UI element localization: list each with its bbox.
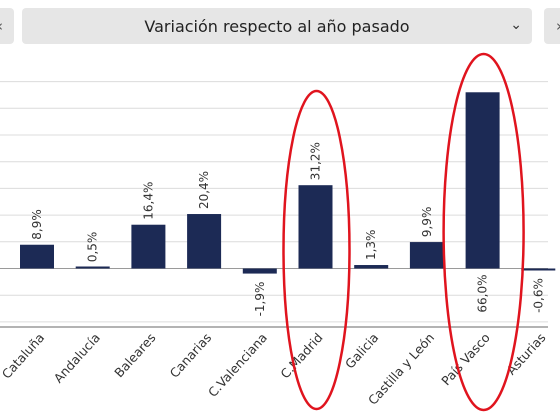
data-label: 20,4% bbox=[197, 171, 211, 209]
bar bbox=[131, 224, 166, 269]
next-button[interactable]: › bbox=[544, 8, 560, 44]
x-tick-label: Asturias bbox=[503, 330, 548, 378]
data-label: -1,9% bbox=[253, 282, 267, 317]
x-tick-label: C.Valenciana bbox=[205, 330, 270, 400]
data-label: 8,9% bbox=[30, 209, 44, 240]
selector-label: Variación respecto al año pasado bbox=[144, 16, 410, 36]
data-label: -0,6% bbox=[531, 278, 545, 313]
bar bbox=[465, 92, 500, 269]
data-label: 1,3% bbox=[364, 230, 378, 261]
x-tick-label: C.Madrid bbox=[277, 330, 325, 381]
highlight-ellipse bbox=[442, 52, 525, 412]
x-tick-label: Baleares bbox=[111, 330, 158, 380]
x-tick-label: Andalucía bbox=[51, 330, 103, 386]
x-tick-label: País Vasco bbox=[438, 330, 493, 388]
bar bbox=[409, 242, 444, 269]
data-label: 9,9% bbox=[420, 207, 434, 238]
data-label: 66,0% bbox=[476, 274, 490, 312]
bar bbox=[187, 214, 222, 269]
bar bbox=[354, 265, 389, 269]
bar bbox=[298, 185, 333, 269]
bar bbox=[242, 268, 277, 274]
x-tick-label: Canarias bbox=[167, 330, 215, 381]
bar bbox=[20, 244, 54, 269]
chevron-left-icon: ‹ bbox=[0, 17, 3, 35]
chevron-right-icon: › bbox=[556, 17, 560, 35]
bar bbox=[75, 266, 110, 269]
data-label: 16,4% bbox=[141, 182, 155, 220]
bar bbox=[521, 268, 556, 271]
data-label: 31,2% bbox=[309, 142, 323, 180]
highlight-ellipse bbox=[282, 89, 351, 411]
prev-button[interactable]: ‹ bbox=[0, 8, 14, 44]
x-tick-label: Galicia bbox=[342, 330, 381, 371]
chevron-down-icon: ⌄ bbox=[510, 17, 522, 33]
data-label: 0,5% bbox=[86, 232, 100, 263]
x-tick-label: Cataluña bbox=[0, 330, 47, 382]
metric-selector[interactable]: Variación respecto al año pasado ⌄ bbox=[22, 8, 532, 44]
